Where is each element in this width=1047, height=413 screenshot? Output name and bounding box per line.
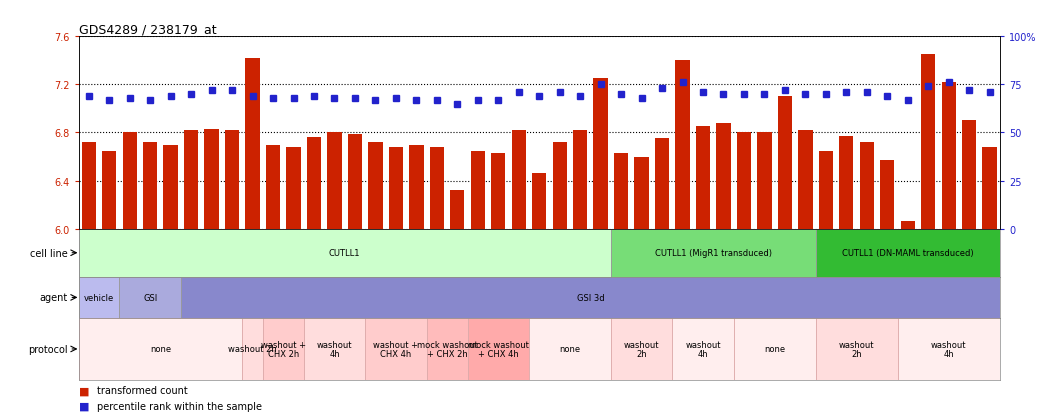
Text: GSI 3d: GSI 3d bbox=[577, 293, 604, 302]
Bar bbox=[468, 318, 529, 380]
Bar bbox=[82, 143, 96, 229]
Bar bbox=[181, 277, 1000, 318]
Text: ■: ■ bbox=[79, 401, 89, 411]
Text: washout
2h: washout 2h bbox=[624, 340, 660, 358]
Bar bbox=[426, 318, 468, 380]
Bar bbox=[388, 147, 403, 229]
Bar bbox=[816, 318, 897, 380]
Bar bbox=[816, 229, 1000, 277]
Bar bbox=[897, 318, 1000, 380]
Bar bbox=[900, 222, 915, 229]
Bar bbox=[614, 154, 628, 229]
Text: mock washout
+ CHX 4h: mock washout + CHX 4h bbox=[468, 340, 529, 358]
Bar bbox=[778, 97, 793, 229]
Bar bbox=[737, 133, 751, 229]
Bar bbox=[491, 154, 506, 229]
Bar bbox=[143, 143, 157, 229]
Bar bbox=[369, 143, 382, 229]
Bar bbox=[429, 147, 444, 229]
Text: washout
4h: washout 4h bbox=[685, 340, 720, 358]
Bar bbox=[225, 131, 240, 229]
Text: cell line: cell line bbox=[29, 248, 67, 258]
Text: washout
4h: washout 4h bbox=[931, 340, 966, 358]
Text: CUTLL1 (DN-MAML transduced): CUTLL1 (DN-MAML transduced) bbox=[842, 249, 974, 258]
Bar bbox=[409, 145, 424, 229]
Bar bbox=[798, 131, 812, 229]
Bar bbox=[962, 121, 977, 229]
Text: vehicle: vehicle bbox=[84, 293, 114, 302]
Bar bbox=[348, 134, 362, 229]
Bar bbox=[365, 318, 426, 380]
Bar bbox=[512, 131, 526, 229]
Bar bbox=[921, 55, 935, 229]
Text: washout 2h: washout 2h bbox=[228, 344, 277, 354]
Bar bbox=[470, 151, 485, 229]
Bar bbox=[734, 318, 816, 380]
Text: GSI: GSI bbox=[143, 293, 157, 302]
Bar bbox=[672, 318, 734, 380]
Bar bbox=[286, 147, 300, 229]
Bar bbox=[529, 318, 610, 380]
Text: none: none bbox=[150, 344, 171, 354]
Bar bbox=[328, 133, 341, 229]
Text: none: none bbox=[764, 344, 785, 354]
Bar bbox=[610, 318, 672, 380]
Bar bbox=[757, 133, 772, 229]
Bar bbox=[716, 123, 731, 229]
Bar bbox=[79, 318, 242, 380]
Bar bbox=[263, 318, 304, 380]
Text: protocol: protocol bbox=[28, 344, 67, 354]
Bar bbox=[304, 318, 365, 380]
Bar bbox=[553, 143, 566, 229]
Bar bbox=[819, 151, 833, 229]
Bar bbox=[163, 145, 178, 229]
Bar bbox=[307, 138, 321, 229]
Text: none: none bbox=[559, 344, 580, 354]
Bar bbox=[242, 318, 263, 380]
Bar bbox=[860, 143, 874, 229]
Bar bbox=[266, 145, 281, 229]
Bar bbox=[245, 59, 260, 229]
Bar bbox=[532, 174, 547, 229]
Text: ■: ■ bbox=[79, 385, 89, 395]
Bar bbox=[204, 130, 219, 229]
Text: washout
4h: washout 4h bbox=[316, 340, 352, 358]
Bar bbox=[122, 133, 137, 229]
Bar bbox=[79, 277, 119, 318]
Bar bbox=[450, 191, 465, 229]
Text: agent: agent bbox=[39, 293, 67, 303]
Bar bbox=[881, 161, 894, 229]
Bar bbox=[184, 131, 198, 229]
Text: mock washout
+ CHX 2h: mock washout + CHX 2h bbox=[417, 340, 477, 358]
Bar bbox=[610, 229, 816, 277]
Bar bbox=[102, 151, 116, 229]
Bar bbox=[594, 79, 608, 229]
Text: transformed count: transformed count bbox=[97, 385, 188, 395]
Bar bbox=[696, 127, 710, 229]
Text: washout
2h: washout 2h bbox=[839, 340, 874, 358]
Text: GDS4289 / 238179_at: GDS4289 / 238179_at bbox=[79, 23, 216, 36]
Bar bbox=[839, 137, 853, 229]
Bar bbox=[654, 139, 669, 229]
Bar bbox=[941, 83, 956, 229]
Text: washout +
CHX 2h: washout + CHX 2h bbox=[261, 340, 306, 358]
Bar bbox=[79, 229, 610, 277]
Text: percentile rank within the sample: percentile rank within the sample bbox=[97, 401, 263, 411]
Text: CUTLL1 (MigR1 transduced): CUTLL1 (MigR1 transduced) bbox=[654, 249, 772, 258]
Bar bbox=[634, 157, 649, 229]
Bar bbox=[119, 277, 181, 318]
Bar bbox=[573, 131, 587, 229]
Text: washout +
CHX 4h: washout + CHX 4h bbox=[374, 340, 419, 358]
Bar bbox=[675, 61, 690, 229]
Text: CUTLL1: CUTLL1 bbox=[329, 249, 360, 258]
Bar bbox=[982, 147, 997, 229]
